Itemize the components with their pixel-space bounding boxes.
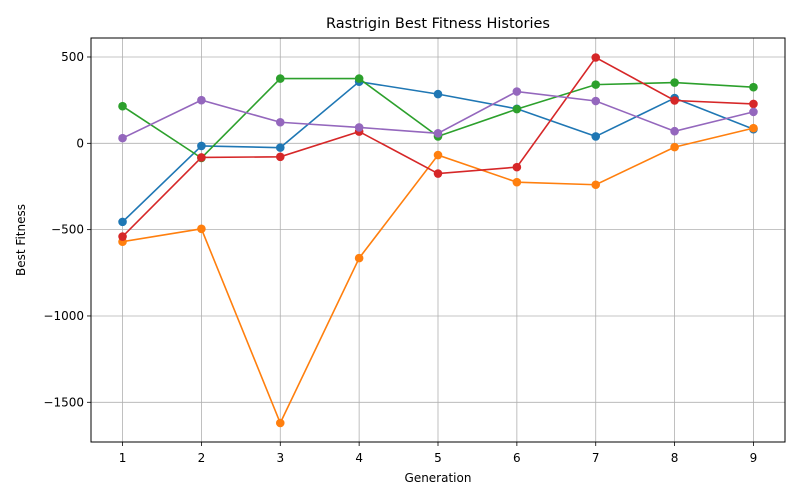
data-point [591, 80, 601, 89]
data-point [354, 74, 364, 83]
x-axis-label: Generation [405, 471, 472, 485]
data-point [433, 129, 443, 138]
data-point [749, 82, 758, 92]
data-point [670, 78, 679, 87]
series-layer [118, 53, 758, 428]
data-point [512, 87, 522, 96]
data-point [275, 418, 285, 428]
data-point [354, 123, 364, 132]
data-point [591, 180, 601, 190]
x-tick-label: 1 [119, 451, 127, 465]
data-point [118, 217, 127, 227]
y-tick-label: 0 [76, 136, 84, 150]
data-point [670, 96, 679, 105]
data-point [591, 53, 601, 62]
x-tick-label: 8 [671, 451, 679, 465]
y-tick-label: −1000 [43, 309, 84, 323]
data-point [197, 141, 206, 151]
data-point [275, 143, 285, 152]
data-point [591, 96, 601, 106]
data-point [118, 232, 127, 241]
data-point [512, 162, 522, 172]
series-4 [118, 53, 758, 241]
data-point [275, 152, 285, 162]
y-axis-label: Best Fitness [14, 204, 28, 276]
data-point [197, 153, 206, 162]
data-point [275, 117, 285, 127]
y-tick-label: −500 [51, 223, 84, 237]
ticks-layer: 1 2 3 4 5 6 7 8 9 −1500 −1000 −500 0 500 [43, 50, 757, 465]
series-5 [118, 87, 758, 143]
x-tick-label: 4 [355, 451, 363, 465]
data-point [670, 142, 679, 152]
x-tick-label: 3 [276, 451, 284, 465]
data-point [354, 253, 364, 263]
x-tick-label: 2 [198, 451, 206, 465]
data-point [197, 224, 206, 234]
data-point [749, 123, 758, 133]
y-tick-label: −1500 [43, 395, 84, 409]
data-point [749, 107, 758, 117]
data-point [118, 101, 127, 111]
data-point [118, 133, 127, 143]
chart-title: Rastrigin Best Fitness Histories [326, 16, 550, 32]
x-tick-label: 7 [592, 451, 600, 465]
grid-layer [91, 38, 785, 442]
data-point [433, 150, 443, 160]
data-point [749, 99, 758, 109]
data-point [433, 169, 443, 178]
data-point [512, 177, 522, 187]
data-point [197, 95, 206, 105]
x-tick-label: 5 [434, 451, 442, 465]
plot-frame [90, 37, 786, 443]
x-tick-label: 6 [513, 451, 521, 465]
data-point [591, 132, 601, 141]
data-point [433, 89, 443, 99]
data-point [512, 104, 522, 114]
x-tick-label: 9 [750, 451, 758, 465]
data-point [670, 126, 679, 136]
data-point [275, 74, 285, 83]
y-tick-label: 500 [61, 50, 84, 64]
